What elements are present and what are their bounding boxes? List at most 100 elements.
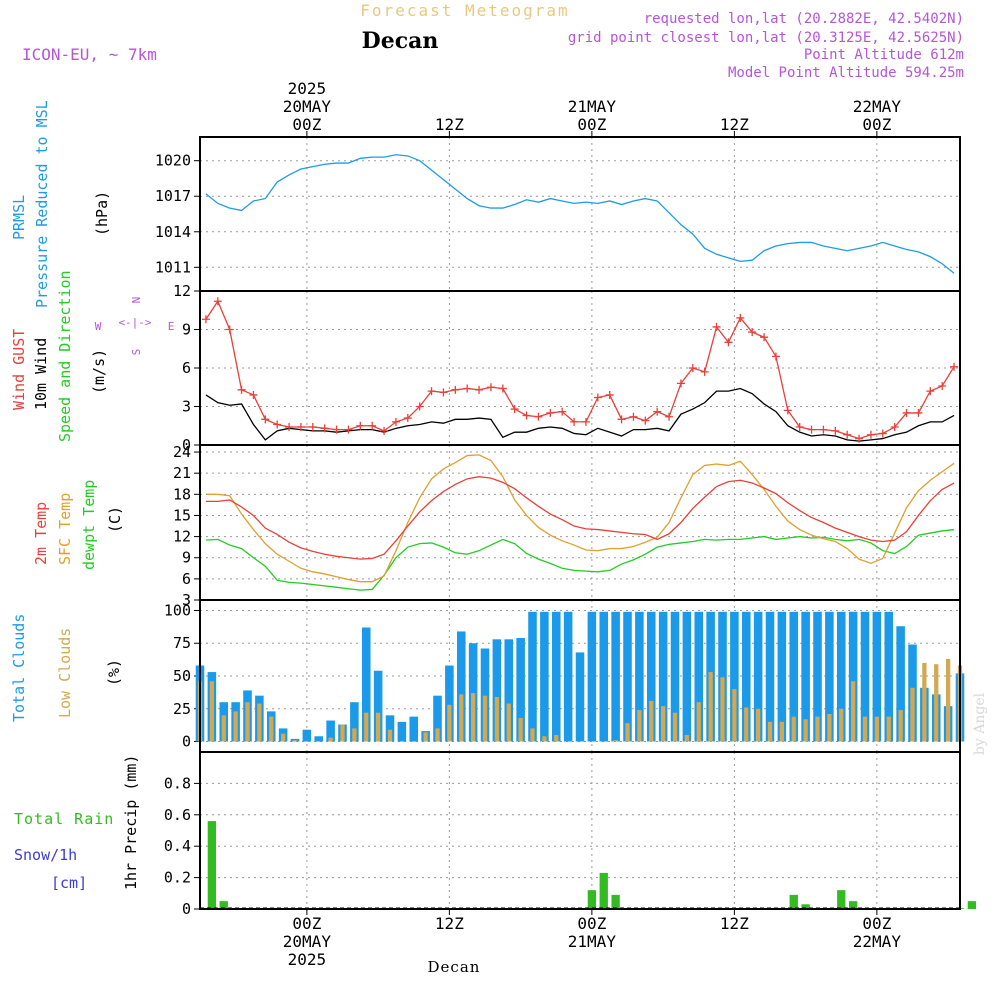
low-cloud-bar: [257, 703, 262, 742]
compass-rose: W E <-|-> N S: [95, 297, 175, 356]
bottom-time-label: 00Z: [292, 914, 321, 933]
low-cloud-bar: [708, 672, 713, 742]
forecast-title: Forecast Meteogram: [360, 1, 569, 20]
dewpt-temp-label: dewpt Temp: [80, 480, 98, 570]
total-cloud-bar: [409, 716, 419, 742]
total-cloud-bar: [314, 736, 324, 742]
gust-marker: [724, 338, 733, 347]
low-cloud-bar: [364, 712, 369, 742]
wind-tick-label: 9: [182, 321, 191, 339]
precip-tick-label: 0.8: [164, 774, 191, 792]
rain-bar: [837, 890, 846, 909]
total-cloud-bar: [599, 611, 609, 742]
gust-marker: [771, 352, 780, 361]
low-cloud-bar: [755, 708, 761, 742]
gust-marker: [760, 333, 769, 342]
gust-marker: [938, 381, 947, 390]
rain-bar: [848, 901, 858, 909]
total-cloud-bar: [492, 639, 502, 742]
low-cloud-bar: [387, 729, 393, 742]
pressure-unit: (hPa): [93, 191, 111, 236]
total-cloud-bar: [397, 721, 407, 742]
gust-marker: [843, 430, 852, 439]
low-cloud-bar: [803, 719, 808, 742]
low-cloud-bar: [542, 736, 547, 742]
snow-unit: [cm]: [51, 874, 87, 892]
wind-speed-line: [205, 387, 955, 442]
cloud-panel: 100 75 50 25 0: [164, 599, 965, 753]
top-time-label: 12Z: [720, 115, 749, 134]
total-cloud-bar: [765, 611, 775, 742]
gust-marker: [676, 379, 685, 388]
total-cloud-bar: [730, 611, 739, 742]
low-cloud-bar: [850, 681, 856, 742]
pressure-label-long: Pressure Reduced to MSL: [33, 100, 51, 308]
gust-marker: [878, 429, 887, 438]
low-cloud-bar: [613, 740, 618, 742]
temp-tick-label: 9: [182, 549, 191, 567]
wind-tick-label: 12: [173, 282, 191, 300]
cloud-tick-label: 25: [173, 700, 191, 718]
low-cloud-bar: [898, 710, 903, 742]
low-cloud-bar: [886, 716, 891, 742]
model-label: ICON-EU, ~ 7km: [22, 45, 157, 64]
bottom-time-label: 00Z: [577, 914, 606, 933]
low-cloud-bar: [292, 740, 298, 742]
low-cloud-bar: [269, 716, 274, 742]
total-cloud-bar: [433, 695, 442, 742]
total-cloud-bar: [670, 611, 680, 742]
total-cloud-bar: [575, 652, 585, 742]
bottom-time-label: 00Z: [862, 914, 891, 933]
low-cloud-bar: [221, 715, 226, 742]
compass-e: E: [168, 320, 175, 333]
low-cloud-bar: [767, 721, 773, 742]
gust-marker: [902, 408, 911, 417]
top-time-label: 21MAY: [568, 97, 617, 116]
gust-marker: [522, 411, 531, 420]
top-time-label: 22MAY: [853, 97, 902, 116]
dewpt-line: [205, 528, 955, 591]
gust-marker: [380, 426, 389, 435]
low-cloud-bar: [554, 734, 559, 742]
total-cloud-bar: [753, 611, 763, 742]
precip-unit: 1hr Precip (mm): [122, 755, 140, 890]
gust-marker: [332, 425, 341, 434]
total-cloud-bar: [623, 611, 632, 742]
total-cloud-label: Total Clouds: [10, 614, 28, 722]
total-cloud-bar: [445, 665, 454, 742]
temp-tick-label: 21: [173, 464, 191, 482]
wind-tick-label: 0: [182, 436, 191, 454]
bottom-time-label: 12Z: [720, 914, 749, 933]
gust-marker: [249, 390, 258, 399]
top-time-label: 00Z: [862, 115, 891, 134]
cloud-unit: (%): [105, 659, 123, 686]
low-cloud-bar: [280, 733, 286, 742]
gust-marker: [736, 313, 745, 322]
gust-marker: [890, 423, 899, 432]
gust-marker: [391, 417, 400, 426]
gust-marker: [308, 423, 317, 432]
precip-tick-label: 0.2: [164, 869, 191, 887]
rain-bar: [967, 901, 977, 909]
low-cloud-bar: [375, 712, 381, 742]
bottom-time-label: 22MAY: [853, 932, 902, 951]
gust-marker: [581, 417, 590, 426]
total-cloud-bar: [504, 639, 514, 742]
temp-tick-label: 18: [173, 485, 191, 503]
total-cloud-bar: [813, 611, 822, 742]
total-cloud-bar: [516, 638, 525, 742]
low-cloud-bar: [862, 716, 868, 742]
temp-tick-label: 3: [182, 591, 191, 609]
gust-marker: [368, 421, 377, 430]
total-cloud-bar: [551, 611, 561, 742]
total-cloud-bar: [872, 611, 882, 742]
sfc-temp-label: SFC Temp: [56, 493, 74, 565]
gust-marker: [213, 297, 222, 306]
low-cloud-bar: [352, 728, 357, 742]
temp-tick-label: 12: [173, 528, 191, 546]
low-cloud-label: Low Clouds: [56, 628, 74, 718]
total-cloud-bar: [480, 648, 490, 742]
total-cloud-bar: [658, 611, 668, 742]
low-cloud-bar: [518, 717, 523, 742]
